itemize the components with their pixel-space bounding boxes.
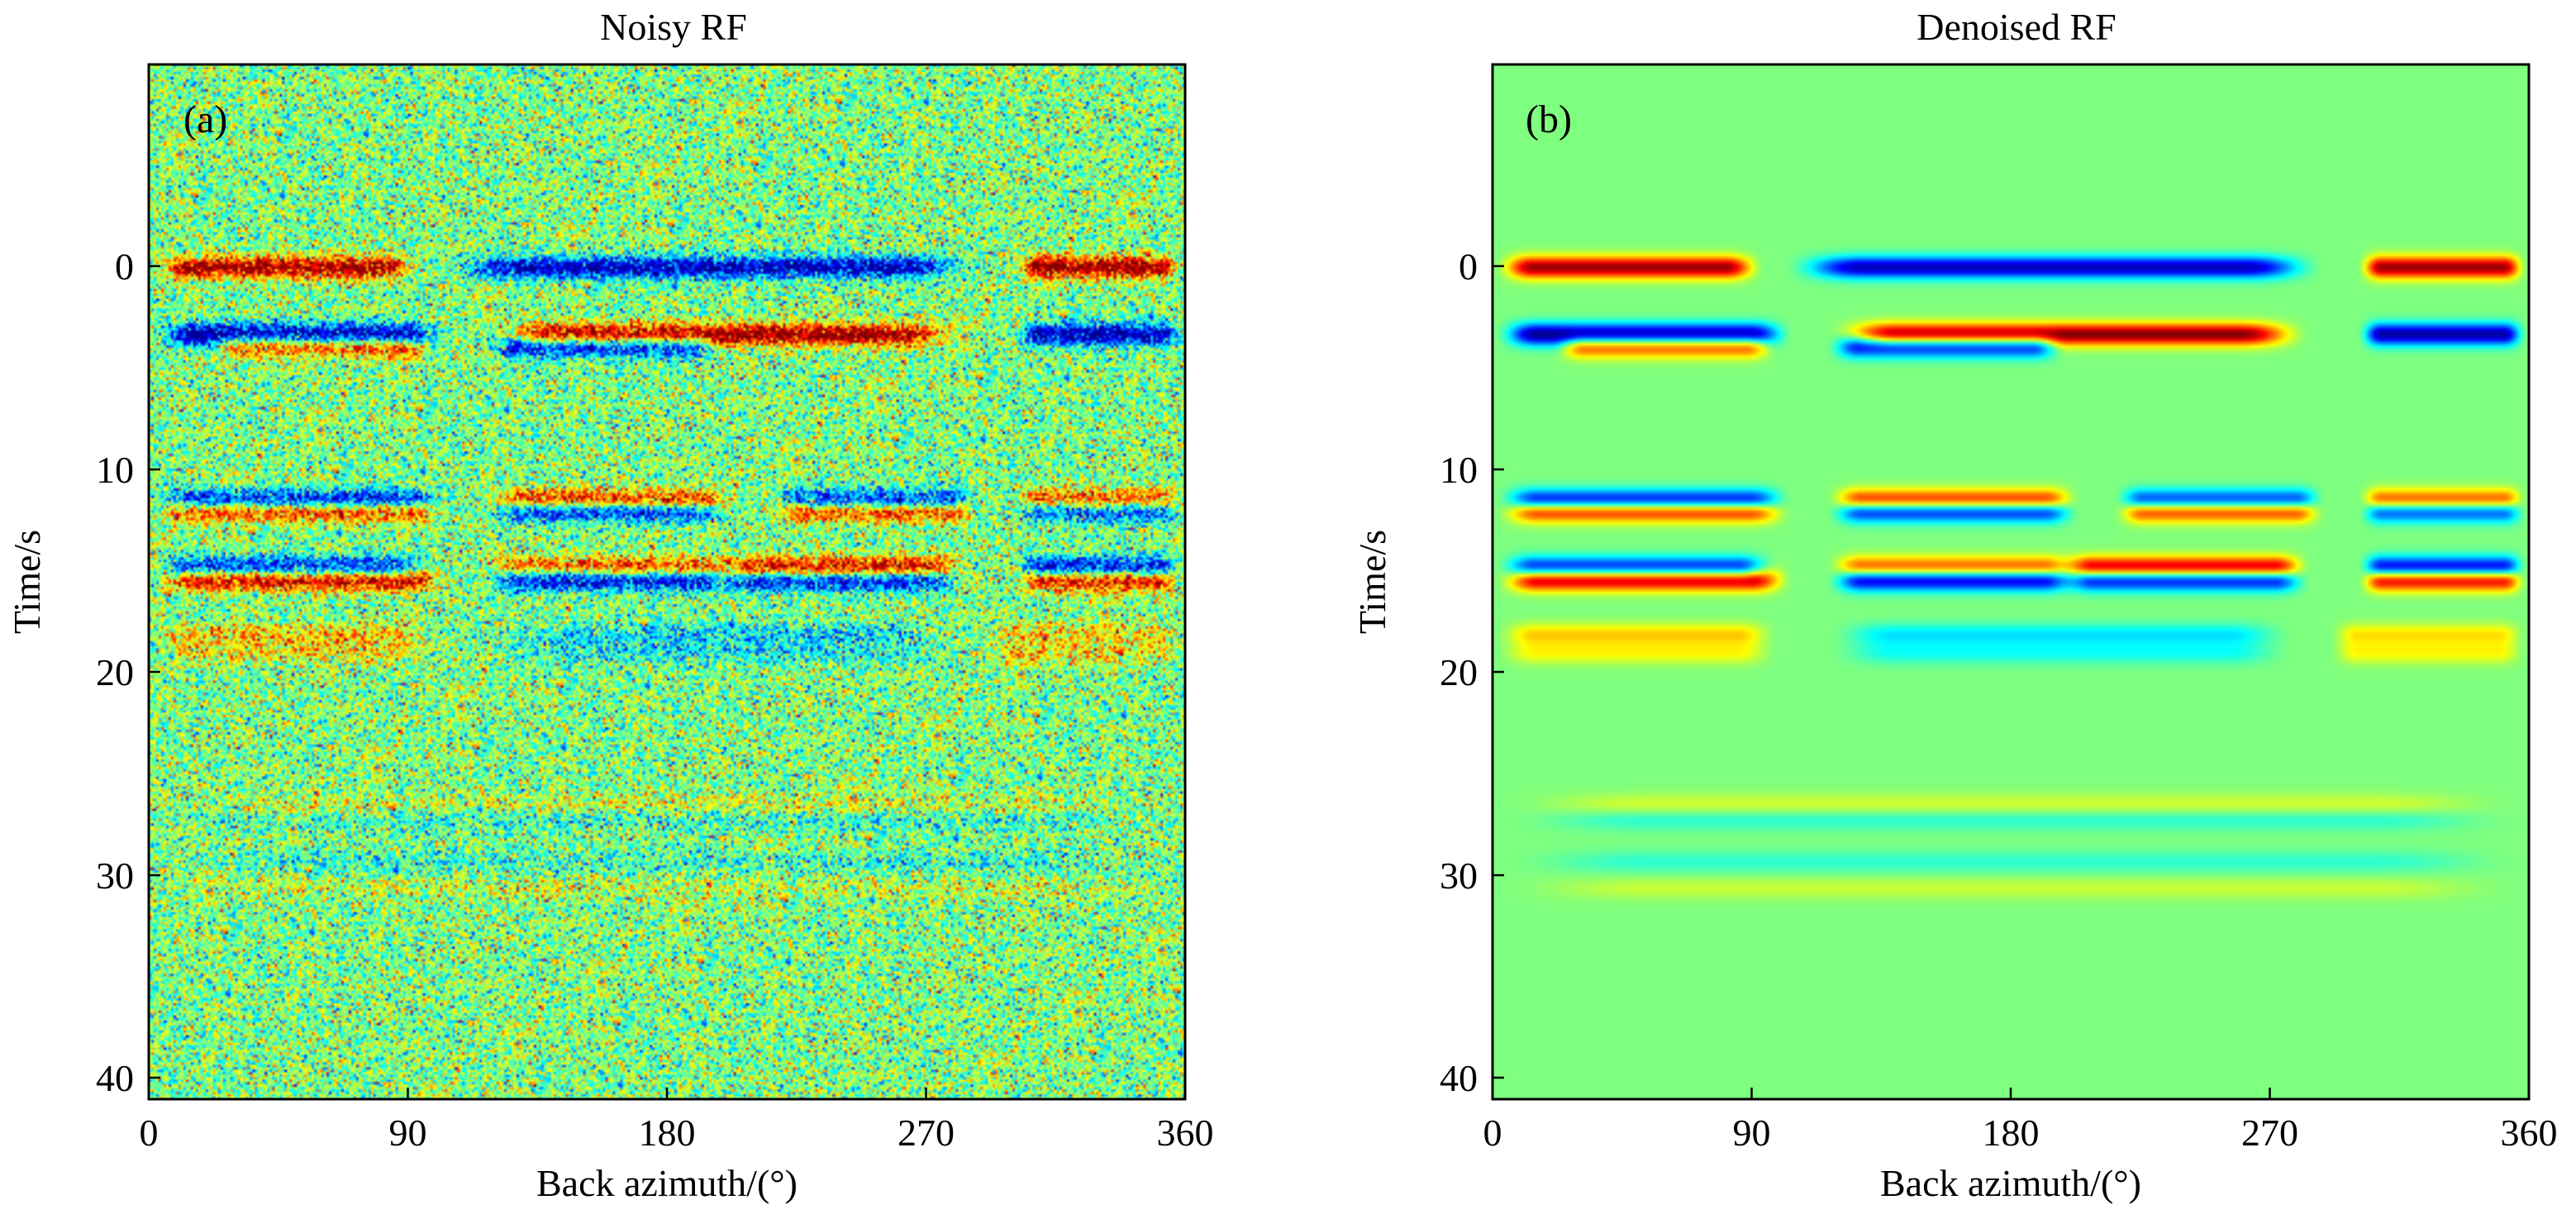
x-axis-label: Back azimuth/(°) [536,1162,798,1204]
panel-noisy-rf: Noisy RF (a) Time/s Back azimuth/(°) 0 9… [6,6,1214,1204]
x-axis-label: Back azimuth/(°) [1880,1162,2141,1204]
y-tick-label: 30 [96,855,134,897]
y-tick-label: 0 [1459,245,1478,288]
y-tick-label: 0 [115,245,134,288]
x-tick-label: 270 [898,1112,955,1154]
panel-label: (b) [1526,98,1572,141]
y-axis-label: Time/s [1351,530,1393,634]
y-ticks: 0 10 20 30 40 [1440,245,1504,1099]
y-tick-label: 30 [1440,855,1478,897]
x-tick-label: 90 [1733,1112,1771,1154]
x-ticks: 0 90 180 270 360 [140,1088,1214,1154]
x-tick-label: 180 [639,1112,696,1154]
x-tick-label: 270 [2241,1112,2298,1154]
y-tick-label: 20 [1440,651,1478,693]
x-ticks: 0 90 180 270 360 [1483,1088,2558,1154]
heatmap-image [149,64,1185,1099]
heatmap-image [1493,64,2529,1099]
x-tick-label: 360 [1157,1112,1214,1154]
panel-denoised-rf: Denoised RF (b) Time/s Back azimuth/(°) … [1351,6,2558,1204]
y-tick-label: 10 [1440,449,1478,491]
x-tick-label: 180 [1983,1112,2040,1154]
y-ticks: 0 10 20 30 40 [96,245,160,1099]
x-tick-label: 360 [2501,1112,2558,1154]
panel-label: (a) [183,98,227,141]
panel-title: Denoised RF [1917,6,2117,48]
y-tick-label: 40 [1440,1057,1478,1099]
y-axis-label: Time/s [6,530,48,634]
panel-title: Noisy RF [600,6,747,48]
x-tick-label: 0 [1483,1112,1502,1154]
y-tick-label: 20 [96,651,134,693]
y-tick-label: 10 [96,449,134,491]
x-tick-label: 90 [389,1112,427,1154]
x-tick-label: 0 [140,1112,159,1154]
y-tick-label: 40 [96,1057,134,1099]
